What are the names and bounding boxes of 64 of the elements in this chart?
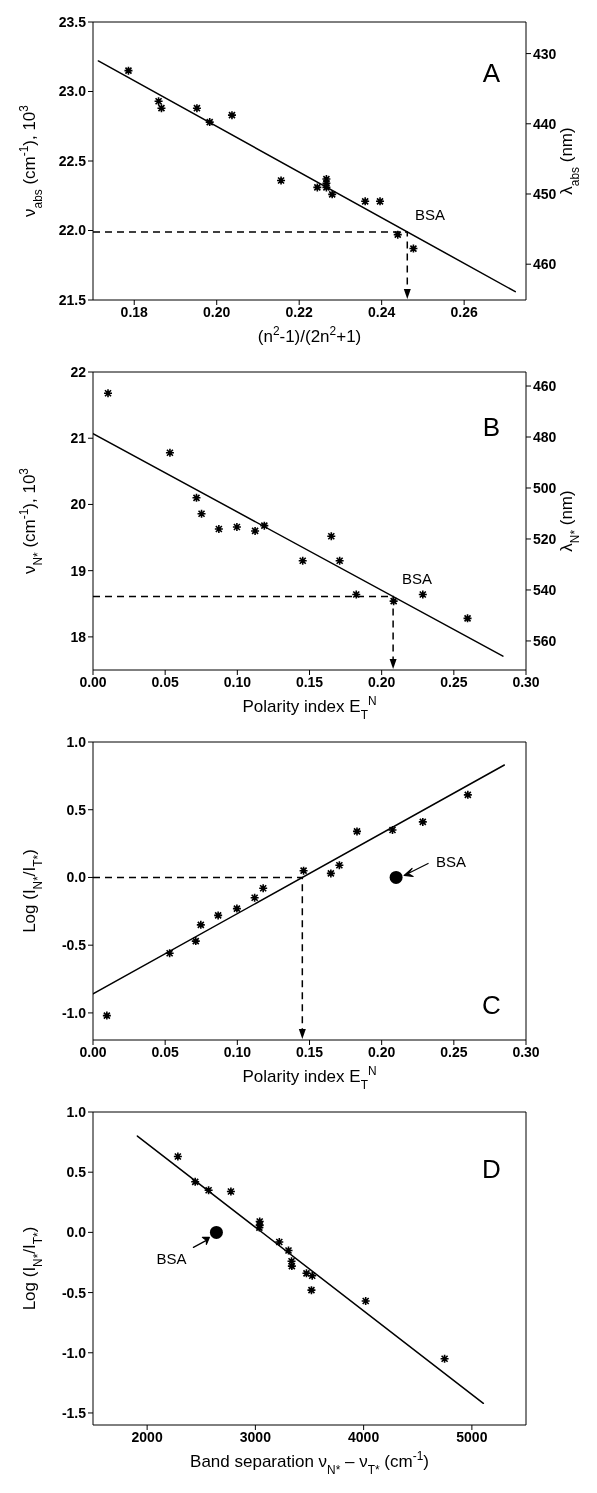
y-tick-label: 21 <box>70 430 87 447</box>
y-tick-label: 0.5 <box>66 801 87 818</box>
y-tick-label: -1.0 <box>61 1344 87 1361</box>
x-tick-label: 0.20 <box>203 303 231 320</box>
y-tick-label: -0.5 <box>61 937 87 954</box>
x-tick-label: 0.15 <box>295 1043 324 1060</box>
x-tick-label: 3000 <box>239 1428 272 1445</box>
x-tick-label: 0.30 <box>512 1043 540 1060</box>
x-tick-label: 0.20 <box>368 1043 396 1060</box>
x-tick-label: 0.05 <box>151 1043 179 1060</box>
x-tick-label: 0.00 <box>79 1043 107 1060</box>
y2-tick-label: 440 <box>533 115 557 132</box>
x-tick-label: 0.20 <box>368 673 396 690</box>
x-tick-label: 2000 <box>131 1428 163 1445</box>
y-tick-label: 0.5 <box>66 1164 87 1181</box>
y-tick-label: 1.0 <box>66 733 87 750</box>
x-tick-label: 0.30 <box>512 673 540 690</box>
y-tick-label: 19 <box>70 562 87 579</box>
y2-tick-label: 460 <box>533 377 557 394</box>
x-axis-title: Band separation ν$_{N*}$ – ν$_{T*}$ (cm$^{-1}$) <box>190 1449 429 1477</box>
y2-tick-label: 430 <box>533 45 557 62</box>
y-tick-label: -1.0 <box>61 1004 87 1021</box>
y-tick-label: 22.0 <box>58 222 87 239</box>
y2-tick-label: 520 <box>533 530 557 547</box>
x-tick-label: 4000 <box>348 1428 380 1445</box>
y-tick-label: 21.5 <box>58 291 87 308</box>
x-axis-title: (n$^{2}$-1)/(2n$^{2}$+1) <box>257 324 362 346</box>
y-tick-label: -0.5 <box>61 1284 87 1301</box>
y2-tick-label: 450 <box>533 185 557 202</box>
x-tick-label: 0.26 <box>450 303 478 320</box>
annotation: BSA <box>414 205 445 223</box>
y-tick-label: 22 <box>70 363 87 380</box>
annotation: BSA <box>156 1250 187 1268</box>
y2-tick-label: 500 <box>533 479 557 496</box>
y-tick-label: 20 <box>70 496 87 513</box>
x-tick-label: 0.15 <box>295 673 324 690</box>
x-tick-label: 0.25 <box>440 673 468 690</box>
y-tick-label: 23.0 <box>58 83 87 100</box>
y-tick-label: 0.0 <box>66 869 87 886</box>
x-tick-label: 0.10 <box>223 673 252 690</box>
x-tick-label: 5000 <box>456 1428 488 1445</box>
y-tick-label: 23.5 <box>58 13 87 30</box>
y2-tick-label: 540 <box>533 581 557 598</box>
y-tick-label: 1.0 <box>66 1103 87 1120</box>
y-tick-label: 18 <box>70 628 87 645</box>
annotation: BSA <box>402 570 433 588</box>
y-tick-label: 0.0 <box>66 1224 87 1241</box>
y-tick-label: -1.5 <box>61 1404 87 1421</box>
annotation: C <box>481 990 501 1021</box>
annotation: BSA <box>436 853 467 871</box>
annotation: B <box>482 411 501 442</box>
annotation: D <box>481 1154 501 1185</box>
y2-tick-label: 560 <box>533 632 557 649</box>
y2-tick-label: 460 <box>533 256 557 273</box>
x-tick-label: 0.18 <box>120 303 149 320</box>
annotation: A <box>482 58 501 89</box>
x-tick-label: 0.05 <box>151 673 179 690</box>
x-tick-label: 0.00 <box>79 673 107 690</box>
y2-tick-label: 480 <box>533 428 557 445</box>
y-tick-label: 22.5 <box>58 152 87 169</box>
x-tick-label: 0.10 <box>223 1043 252 1060</box>
x-tick-label: 0.22 <box>285 303 314 320</box>
x-tick-label: 0.25 <box>440 1043 468 1060</box>
x-tick-label: 0.24 <box>368 303 396 320</box>
